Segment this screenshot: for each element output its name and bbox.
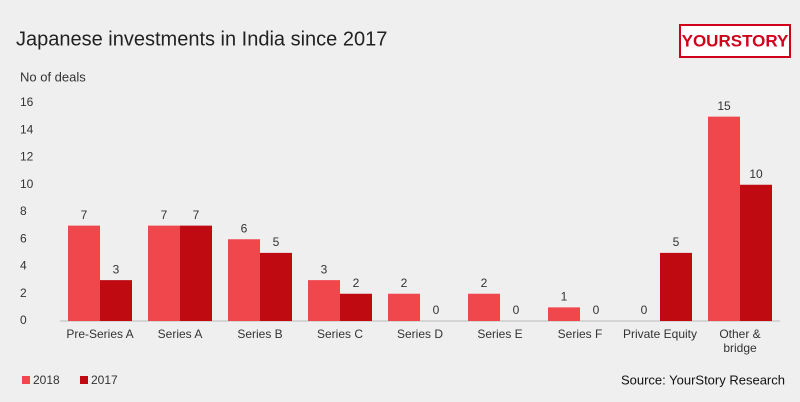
bar (260, 252, 292, 321)
legend-label: 2018 (33, 373, 60, 387)
bar (708, 116, 740, 321)
x-tick-label: Pre-Series A (66, 327, 134, 341)
data-label: 15 (717, 99, 731, 113)
x-tick-label-box: Other & bridge (719, 327, 761, 355)
legend-label: 2017 (91, 373, 118, 387)
legend-swatch (80, 376, 88, 384)
bar (340, 293, 372, 321)
legend-swatch (22, 376, 30, 384)
x-tick-label: Series F (557, 327, 603, 341)
x-tick-label: Series A (157, 327, 203, 341)
x-tick-label-box: Series A (157, 327, 203, 341)
chart-title: Japanese investments in India since 2017 (16, 28, 387, 50)
x-tick-label: Series E (477, 327, 523, 341)
bar (660, 252, 692, 321)
data-label: 6 (241, 221, 248, 235)
data-label: 10 (749, 167, 763, 181)
x-tick-label-box: Series E (477, 327, 523, 341)
y-tick-label: 8 (20, 204, 27, 218)
data-label: 5 (273, 235, 280, 249)
data-label: 0 (641, 303, 648, 317)
bar (68, 225, 100, 321)
x-tick-label-box: Series B (237, 327, 283, 341)
bar (228, 239, 260, 321)
data-label: 2 (401, 276, 408, 290)
y-tick-label: 12 (20, 150, 34, 164)
x-tick-label: Series D (396, 327, 443, 341)
x-tick-label: Series C (316, 327, 363, 341)
bar (180, 225, 212, 321)
data-label: 5 (673, 235, 680, 249)
data-label: 3 (321, 262, 328, 276)
bar (100, 280, 132, 321)
data-label: 0 (513, 303, 520, 317)
x-tick-label-box: Series C (316, 327, 363, 341)
x-tick-label-box: Private Equity (622, 327, 698, 341)
x-tick-label-box: Series D (396, 327, 443, 341)
y-tick-label: 14 (20, 122, 34, 136)
x-tick-label-box: Series F (557, 327, 603, 341)
data-label: 7 (161, 208, 168, 222)
x-tick-label: Other & bridge (719, 327, 761, 355)
y-tick-label: 4 (20, 259, 27, 273)
y-tick-label: 16 (20, 95, 34, 109)
data-label: 0 (433, 303, 440, 317)
data-label: 2 (481, 276, 488, 290)
y-axis-label: No of deals (20, 69, 86, 84)
data-label: 7 (193, 208, 200, 222)
y-tick-label: 0 (20, 313, 27, 327)
logo-box (679, 24, 791, 58)
y-tick-label: 6 (20, 231, 27, 245)
x-tick-label: Private Equity (622, 327, 698, 341)
bar (148, 225, 180, 321)
bar (740, 184, 772, 321)
x-tick-label: Series B (237, 327, 283, 341)
data-label: 2 (353, 276, 360, 290)
source: Source: YourStory Research (621, 372, 785, 387)
logo: YOURSTORY (682, 31, 789, 50)
bar (388, 293, 420, 321)
data-label: 7 (81, 208, 88, 222)
bar (468, 293, 500, 321)
y-tick-label: 2 (20, 286, 27, 300)
bar (308, 280, 340, 321)
data-label: 1 (561, 290, 568, 304)
data-label: 3 (113, 262, 120, 276)
bar (548, 307, 580, 321)
data-label: 0 (593, 303, 600, 317)
y-tick-label: 10 (20, 177, 34, 191)
x-tick-label-box: Pre-Series A (66, 327, 134, 341)
